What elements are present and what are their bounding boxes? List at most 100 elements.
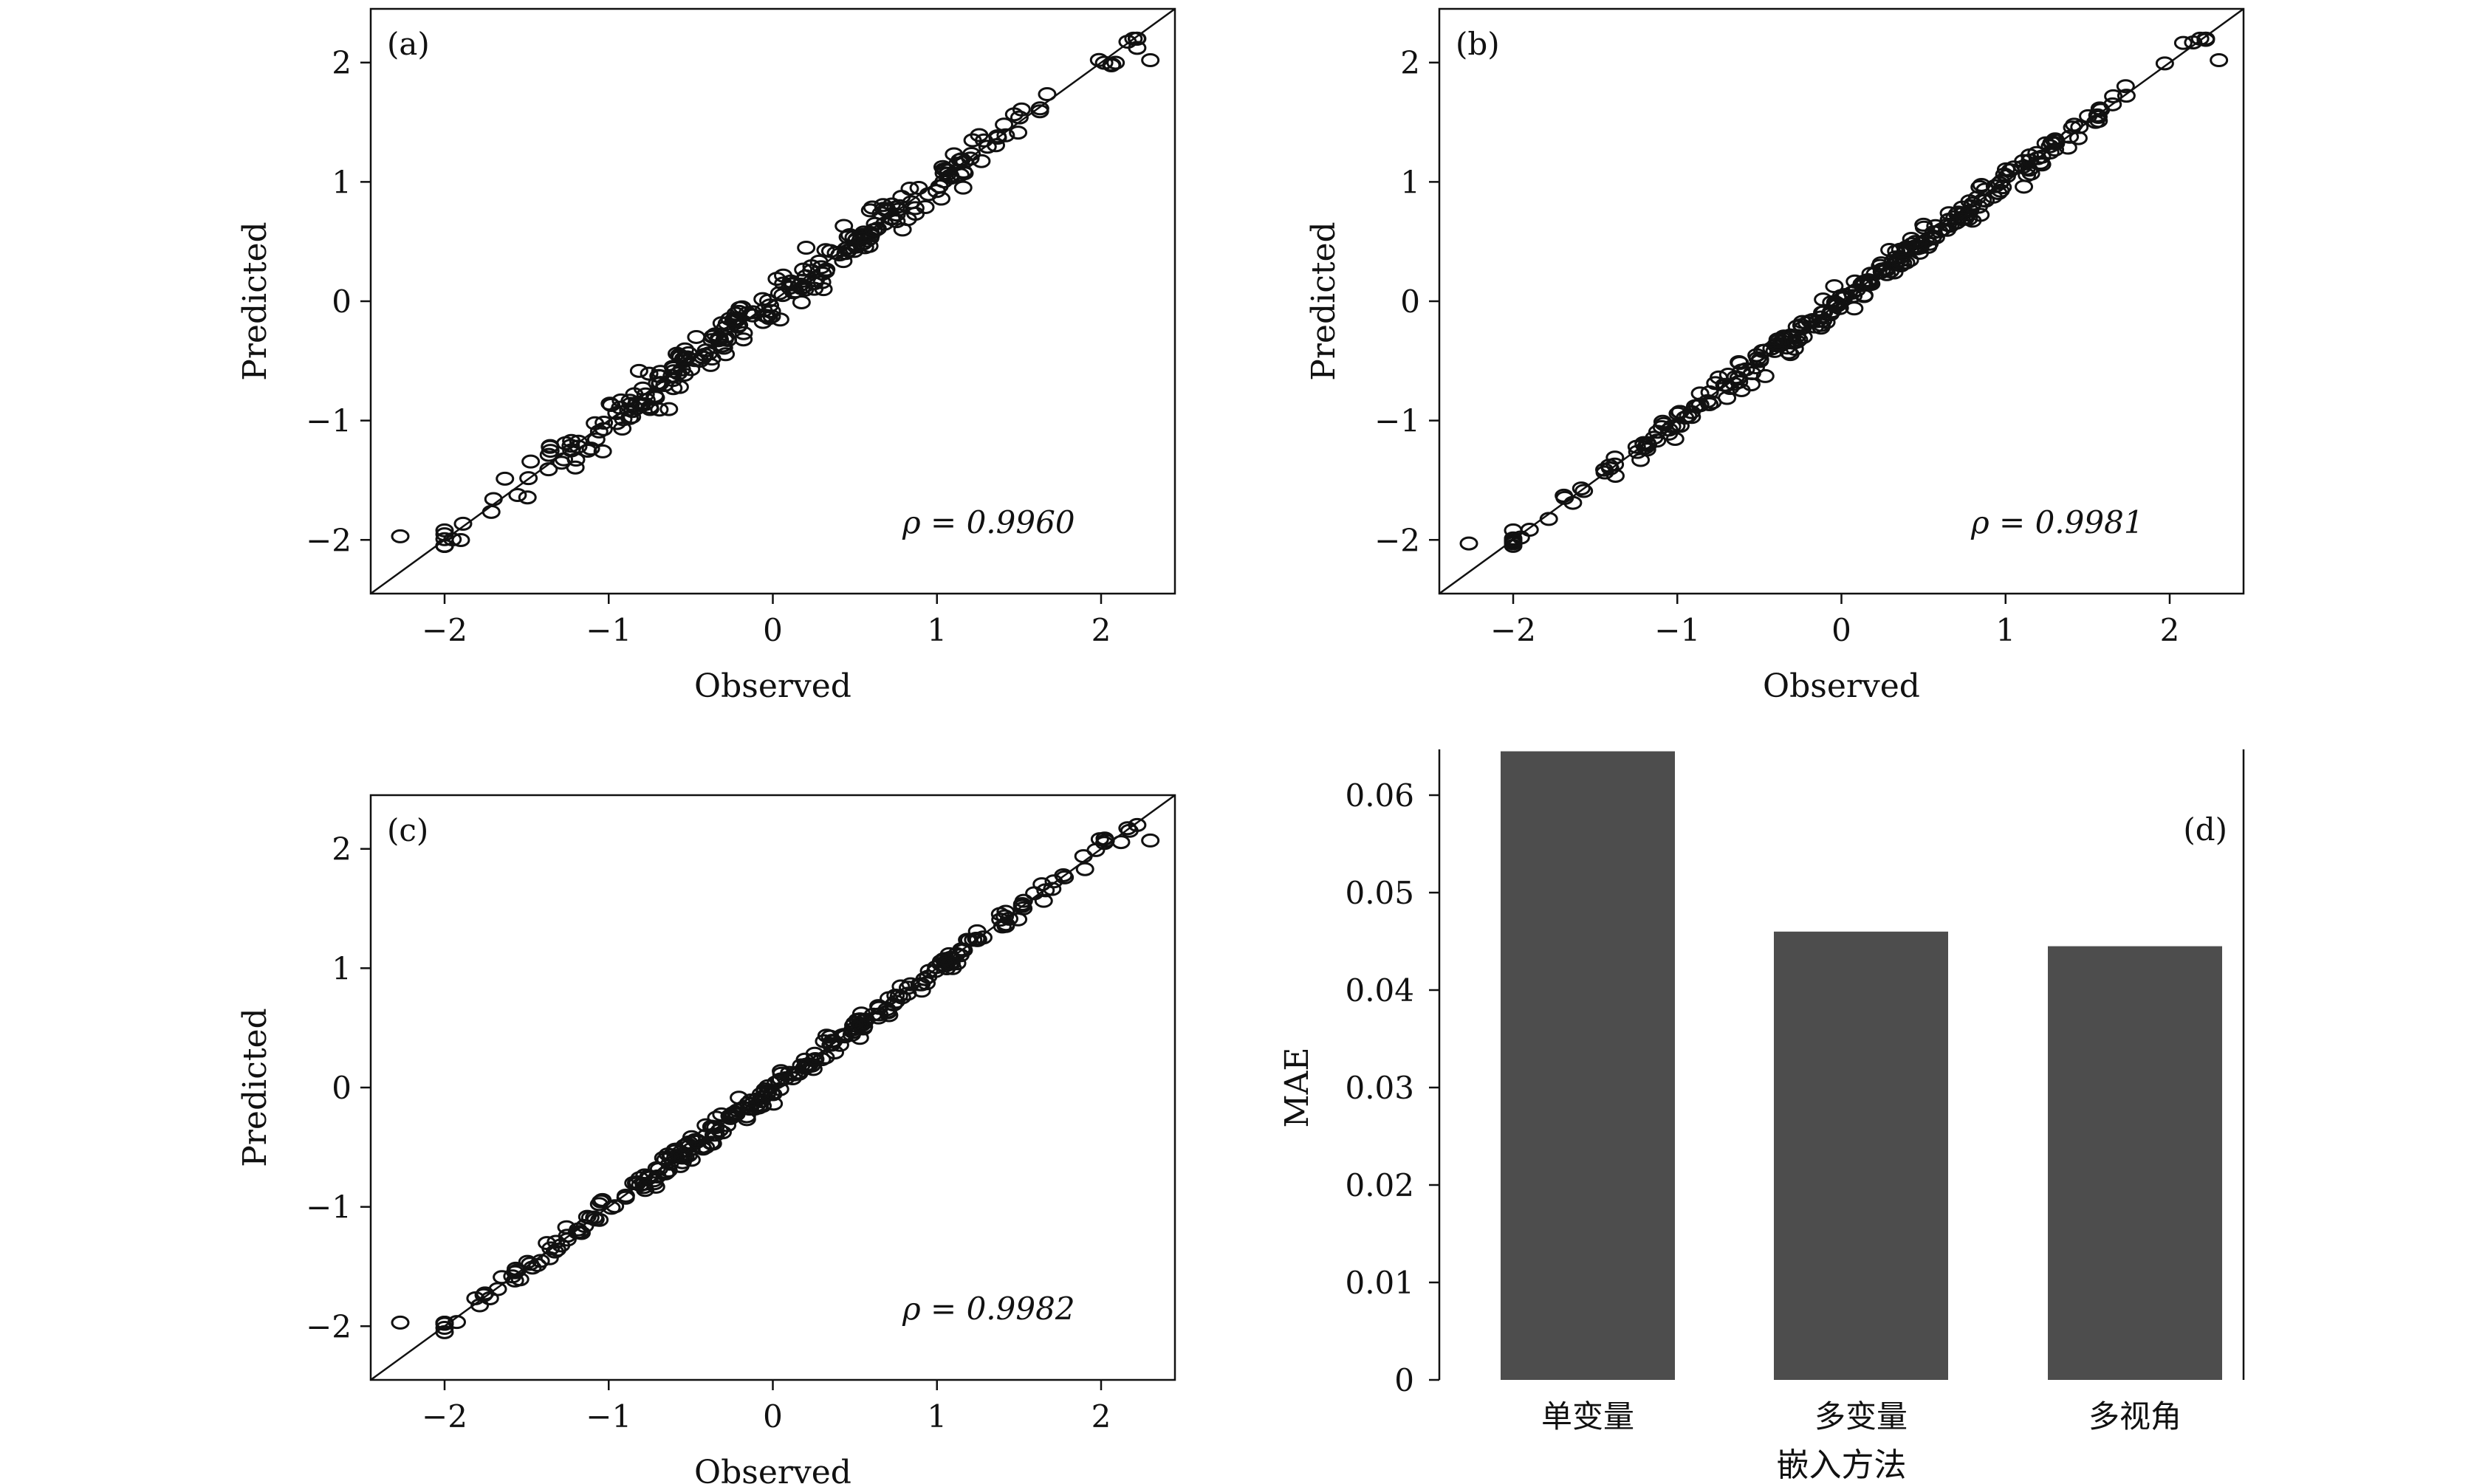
data-point: [1009, 126, 1028, 140]
data-point: [1930, 224, 1949, 238]
data-point: [1828, 298, 1847, 313]
data-point: [724, 1106, 743, 1121]
data-point: [1853, 278, 1872, 292]
data-point: [555, 452, 574, 467]
y-tick-label: 0: [1394, 1362, 1414, 1398]
data-point: [1010, 110, 1029, 125]
data-point: [1030, 104, 1049, 119]
data-point: [671, 1158, 690, 1173]
data-point: [1854, 288, 1874, 303]
data-point: [2196, 31, 2215, 46]
y-tick-label: −2: [306, 1308, 352, 1344]
data-point: [1962, 199, 1981, 214]
data-point: [821, 1037, 840, 1052]
data-point: [932, 191, 951, 206]
data-point: [2155, 56, 2174, 71]
data-point: [833, 1028, 852, 1042]
data-point: [724, 312, 743, 327]
x-category-label: 多视角: [2088, 1398, 2182, 1435]
panel-label: (d): [2183, 811, 2227, 848]
data-point: [453, 516, 473, 531]
x-tick-label: 2: [1091, 1398, 1111, 1435]
data-point: [1605, 450, 1625, 465]
y-tick-label: 0.05: [1345, 875, 1414, 911]
data-point: [826, 1045, 845, 1059]
data-point: [1520, 523, 1539, 537]
data-point: [967, 924, 987, 938]
data-point: [1034, 893, 1053, 908]
data-point: [2004, 160, 2023, 175]
data-point: [2032, 157, 2052, 172]
data-point: [443, 532, 462, 547]
data-point: [670, 348, 689, 363]
correlation-annotation: ρ = 0.9981: [1970, 504, 2144, 540]
x-tick-label: 0: [763, 1398, 783, 1435]
data-point: [655, 377, 674, 392]
data-point: [2116, 79, 2135, 94]
y-axis-title: MAE: [1278, 1048, 1316, 1128]
data-point: [503, 1269, 522, 1284]
data-point: [2015, 179, 2034, 194]
x-tick-label: 0: [763, 612, 783, 648]
data-point: [774, 268, 793, 283]
data-point: [1755, 368, 1775, 383]
data-point: [569, 439, 588, 454]
x-axis-title: Observed: [694, 667, 851, 705]
panel-label: (c): [387, 812, 428, 848]
data-point: [594, 415, 614, 430]
data-point: [1755, 343, 1775, 358]
data-point: [629, 363, 648, 378]
data-point: [593, 444, 612, 458]
data-point: [789, 1066, 809, 1081]
data-point: [817, 262, 836, 277]
data-point: [900, 181, 919, 196]
data-point: [508, 488, 527, 503]
data-point: [1891, 258, 1910, 273]
data-point: [926, 963, 945, 978]
points-layer: [391, 817, 1160, 1339]
y-tick-label: 0.03: [1345, 1070, 1414, 1106]
data-point: [1141, 833, 1160, 848]
data-point: [1004, 107, 1024, 122]
data-point: [1000, 911, 1019, 926]
x-tick-label: −2: [422, 1398, 467, 1435]
data-point: [541, 439, 560, 454]
data-point: [783, 1071, 802, 1085]
data-point: [710, 1123, 729, 1138]
bar-1: [1501, 751, 1675, 1380]
x-tick-label: 1: [927, 1398, 947, 1435]
y-tick-label: −2: [1374, 522, 1420, 558]
data-point: [741, 1093, 761, 1107]
data-point: [802, 1058, 821, 1073]
data-point: [1926, 230, 1945, 245]
data-point: [1971, 207, 1990, 222]
data-point: [2210, 53, 2229, 68]
data-point: [952, 943, 971, 958]
data-point: [780, 281, 799, 295]
data-point: [1118, 35, 1137, 49]
data-point: [391, 1315, 410, 1330]
data-point: [541, 1241, 561, 1256]
x-category-label: 多变量: [1814, 1398, 1908, 1435]
x-axis-title: Observed: [1763, 667, 1920, 705]
data-point: [496, 471, 515, 486]
bar-2: [1774, 931, 1948, 1380]
data-point: [1781, 347, 1800, 362]
data-point: [1789, 332, 1809, 347]
data-point: [640, 366, 659, 381]
data-point: [2045, 133, 2064, 148]
data-point: [1871, 258, 1890, 273]
data-point: [589, 424, 609, 439]
data-point: [796, 269, 815, 284]
data-point: [792, 1058, 811, 1073]
y-axis-title: Predicted: [236, 1008, 274, 1167]
y-tick-label: 2: [332, 45, 352, 81]
data-point: [864, 223, 883, 238]
data-point: [687, 1134, 706, 1149]
data-point: [2020, 148, 2039, 162]
data-point: [716, 347, 736, 362]
points-layer: [1459, 31, 2229, 553]
data-point: [772, 1064, 791, 1079]
y-tick-label: 0.06: [1345, 777, 1414, 814]
data-point: [679, 1148, 698, 1163]
